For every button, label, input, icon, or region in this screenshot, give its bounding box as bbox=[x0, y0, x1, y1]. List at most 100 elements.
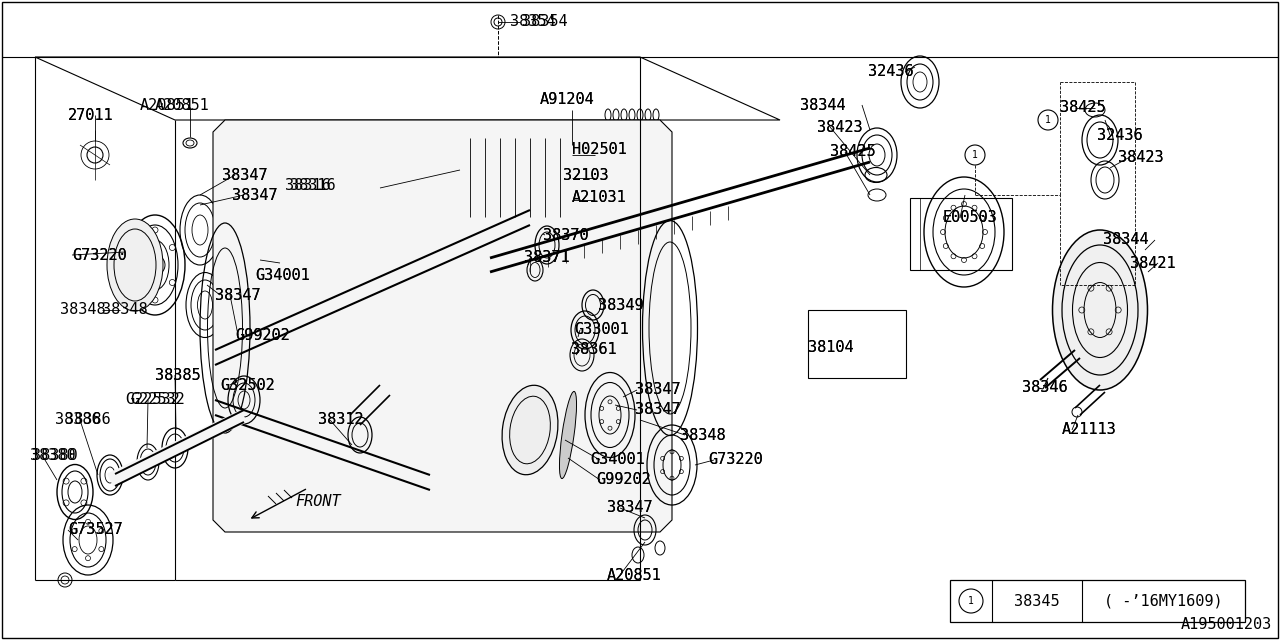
Text: 38423: 38423 bbox=[1117, 150, 1164, 166]
Text: A20851: A20851 bbox=[607, 568, 662, 582]
Text: 38312: 38312 bbox=[317, 413, 364, 428]
Text: 38346: 38346 bbox=[1021, 381, 1068, 396]
Text: 38344: 38344 bbox=[1103, 232, 1148, 248]
Text: G73220: G73220 bbox=[708, 452, 763, 467]
Text: G32502: G32502 bbox=[220, 378, 275, 392]
Text: G22532: G22532 bbox=[125, 392, 179, 408]
Text: A21113: A21113 bbox=[1062, 422, 1116, 438]
Text: G99202: G99202 bbox=[236, 328, 289, 342]
Text: 38385: 38385 bbox=[155, 367, 201, 383]
Text: 38371: 38371 bbox=[524, 250, 570, 266]
Text: 38344: 38344 bbox=[800, 97, 846, 113]
Text: 38421: 38421 bbox=[1130, 255, 1175, 271]
Text: FRONT: FRONT bbox=[294, 495, 340, 509]
Text: A21031: A21031 bbox=[572, 191, 627, 205]
Text: G73220: G73220 bbox=[708, 452, 763, 467]
Ellipse shape bbox=[1052, 230, 1147, 390]
Text: 38349: 38349 bbox=[598, 298, 644, 312]
Ellipse shape bbox=[273, 243, 317, 317]
Text: 38425: 38425 bbox=[829, 145, 876, 159]
Text: 1: 1 bbox=[1044, 115, 1051, 125]
Text: 38386: 38386 bbox=[65, 413, 110, 428]
Text: 38344: 38344 bbox=[1103, 232, 1148, 248]
Text: A91204: A91204 bbox=[540, 93, 595, 108]
Text: 38354: 38354 bbox=[509, 15, 556, 29]
Ellipse shape bbox=[108, 219, 163, 311]
Text: G99202: G99202 bbox=[596, 472, 650, 488]
Text: 38349: 38349 bbox=[598, 298, 644, 312]
Text: G34001: G34001 bbox=[590, 452, 645, 467]
Text: 38347: 38347 bbox=[221, 168, 268, 182]
Text: G99202: G99202 bbox=[596, 472, 650, 488]
Ellipse shape bbox=[225, 248, 236, 323]
Text: 38347: 38347 bbox=[232, 188, 278, 202]
Text: 38354: 38354 bbox=[522, 15, 567, 29]
Text: E00503: E00503 bbox=[942, 211, 997, 225]
Text: G33001: G33001 bbox=[573, 323, 628, 337]
Text: 38316: 38316 bbox=[285, 177, 330, 193]
Text: G73220: G73220 bbox=[72, 248, 127, 262]
Text: 38423: 38423 bbox=[817, 120, 863, 134]
Text: A20851: A20851 bbox=[140, 97, 195, 113]
Text: A21113: A21113 bbox=[1062, 422, 1116, 438]
Text: 27011: 27011 bbox=[68, 108, 114, 122]
Text: 38421: 38421 bbox=[1130, 255, 1175, 271]
Text: 38347: 38347 bbox=[232, 188, 278, 202]
Polygon shape bbox=[212, 120, 672, 532]
Ellipse shape bbox=[559, 392, 576, 479]
Bar bbox=[910, 198, 1012, 270]
Text: 27011: 27011 bbox=[68, 108, 114, 122]
Text: G34001: G34001 bbox=[590, 452, 645, 467]
Text: 38386: 38386 bbox=[55, 413, 101, 428]
Text: 38348: 38348 bbox=[680, 428, 726, 442]
Text: 38347: 38347 bbox=[635, 383, 681, 397]
Text: 38104: 38104 bbox=[808, 340, 854, 355]
Text: 32436: 32436 bbox=[1097, 127, 1143, 143]
Text: G73220: G73220 bbox=[72, 248, 127, 262]
Text: A20851: A20851 bbox=[155, 97, 210, 113]
Text: ( -’16MY1609): ( -’16MY1609) bbox=[1103, 593, 1222, 609]
Text: H02501: H02501 bbox=[572, 143, 627, 157]
Text: 38361: 38361 bbox=[571, 342, 617, 358]
Text: E00503: E00503 bbox=[942, 211, 997, 225]
Text: G34001: G34001 bbox=[255, 268, 310, 282]
Text: 38380: 38380 bbox=[32, 447, 78, 463]
Bar bbox=[808, 310, 906, 378]
Text: G22532: G22532 bbox=[131, 392, 184, 408]
Text: 38347: 38347 bbox=[215, 287, 261, 303]
Text: 38347: 38347 bbox=[635, 403, 681, 417]
Text: 32436: 32436 bbox=[1097, 127, 1143, 143]
Text: 38347: 38347 bbox=[607, 500, 653, 515]
Text: G34001: G34001 bbox=[255, 268, 310, 282]
Text: 38423: 38423 bbox=[817, 120, 863, 134]
Text: 32103: 32103 bbox=[563, 168, 608, 182]
Text: 1: 1 bbox=[972, 150, 978, 160]
Text: 38370: 38370 bbox=[543, 227, 589, 243]
Text: 38346: 38346 bbox=[1021, 381, 1068, 396]
Text: A21031: A21031 bbox=[572, 191, 627, 205]
Text: 1: 1 bbox=[968, 596, 974, 606]
Text: 38316: 38316 bbox=[291, 177, 335, 193]
Text: 38344: 38344 bbox=[800, 97, 846, 113]
Text: H02501: H02501 bbox=[572, 143, 627, 157]
Text: A91204: A91204 bbox=[540, 93, 595, 108]
Text: 38345: 38345 bbox=[1014, 593, 1060, 609]
Text: G32502: G32502 bbox=[220, 378, 275, 392]
Text: 38312: 38312 bbox=[317, 413, 364, 428]
Text: 38348: 38348 bbox=[60, 303, 106, 317]
Text: G73527: G73527 bbox=[68, 522, 123, 538]
Text: G33001: G33001 bbox=[573, 323, 628, 337]
Text: 38425: 38425 bbox=[829, 145, 876, 159]
Bar bbox=[460, 133, 570, 221]
Text: 38347: 38347 bbox=[607, 500, 653, 515]
Text: 32103: 32103 bbox=[563, 168, 608, 182]
Text: 38348: 38348 bbox=[680, 428, 726, 442]
Text: 38361: 38361 bbox=[571, 342, 617, 358]
Text: 38347: 38347 bbox=[635, 403, 681, 417]
Text: 38347: 38347 bbox=[635, 383, 681, 397]
Text: 38371: 38371 bbox=[524, 250, 570, 266]
Text: 32436: 32436 bbox=[868, 65, 914, 79]
Polygon shape bbox=[35, 57, 780, 120]
Text: 38423: 38423 bbox=[1117, 150, 1164, 166]
Text: A195001203: A195001203 bbox=[1180, 617, 1272, 632]
